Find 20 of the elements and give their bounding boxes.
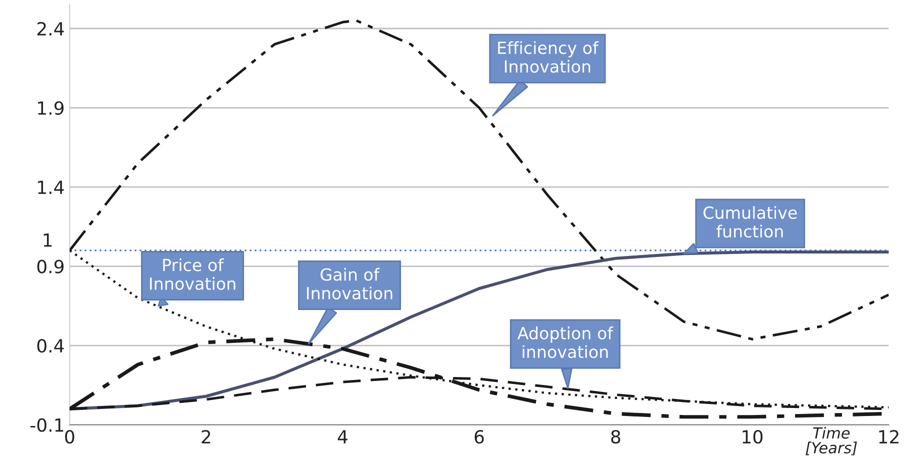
- x-tick-label: 12: [879, 430, 898, 444]
- x-tick-label: 6: [474, 430, 484, 444]
- ref-line-label: 1: [44, 234, 52, 247]
- y-tick-label: 2.4: [37, 22, 64, 36]
- x-tick-label: 0: [65, 430, 74, 444]
- annotation: Adoption of innovation: [517, 326, 614, 358]
- annotation: Cumulative function: [704, 206, 797, 238]
- x-tick-label: 4: [338, 430, 348, 444]
- x-tick-label: 2: [202, 430, 210, 444]
- annotation: Efficiency of Innovation: [498, 41, 599, 73]
- y-tick-label: 1.9: [38, 101, 64, 115]
- annotation: Price of Innovation: [150, 258, 236, 290]
- x-tick-label: 8: [611, 430, 620, 444]
- x-tick-label: 10: [742, 430, 762, 444]
- y-tick-label: 0.9: [37, 260, 64, 274]
- annotation: Gain of Innovation: [307, 268, 392, 300]
- y-tick-label: 1.4: [38, 180, 64, 194]
- y-tick-label: -0.1: [30, 418, 64, 432]
- y-tick-label: 0.4: [37, 339, 64, 353]
- x-axis-title: Time [Years]: [806, 426, 857, 456]
